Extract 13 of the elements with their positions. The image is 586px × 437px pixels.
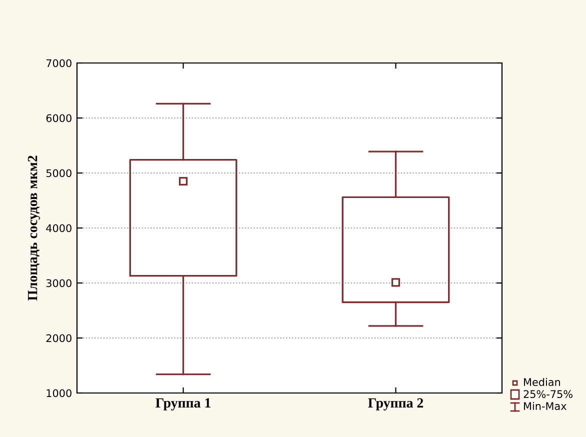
y-tick-label: 2000 [46,334,72,342]
text: 25%-75% [524,390,572,398]
x-tick-label: Группа 1 [156,398,210,410]
y-tick-label: 1000 [46,389,72,398]
y-tick-label: 6000 [46,114,72,122]
text: Median [524,378,560,386]
x-tick-label: Группа 2 [368,398,424,410]
text: Min-Max [524,402,566,410]
y-tick-label: 4000 [46,224,72,232]
y-tick-label: 7000 [46,59,72,68]
y-axis-title: Площадь сосудов мкм2 [28,156,40,301]
y-tick-label: 3000 [46,279,72,288]
y-tick-label: 5000 [46,169,72,178]
